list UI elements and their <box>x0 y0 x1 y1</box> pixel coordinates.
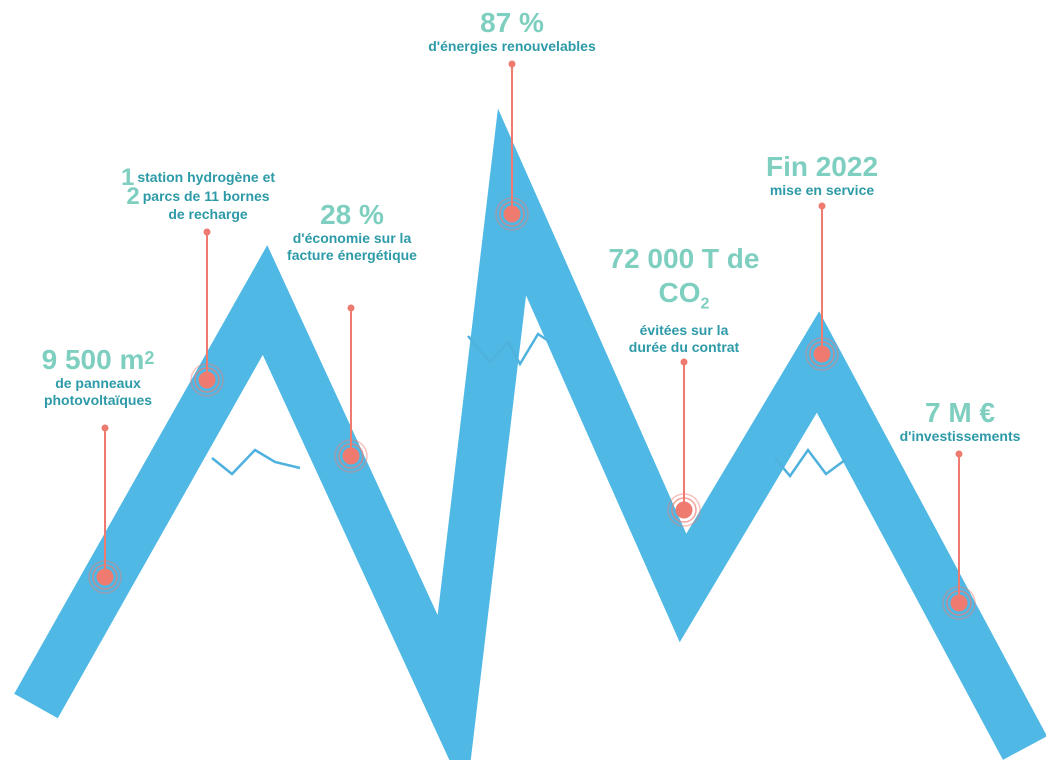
marker-service <box>805 202 839 371</box>
stat-renewables-value: 87 % <box>480 7 544 38</box>
stat-renewables-caption: d'énergies renouvelables <box>428 38 596 54</box>
stat-hydrogen-row-1: 1 station hydrogène et <box>108 164 288 191</box>
marker-investment <box>942 450 976 620</box>
stat-hydrogen-line-1: station hydrogène et <box>137 169 276 185</box>
stat-investment: 7 M € d'investissements <box>880 398 1040 445</box>
stat-co2-value-1: 72 000 T de <box>608 243 760 274</box>
stat-investment-value: 7 M € <box>924 397 996 428</box>
stat-service-value: Fin 2022 <box>765 151 879 182</box>
stat-hydrogen: 1 station hydrogène et 2 parcs de 11 bor… <box>108 164 288 223</box>
marker-co2 <box>667 358 701 527</box>
stat-hydrogen-row-2: 2 parcs de 11 bornes <box>108 183 288 210</box>
stat-co2-caption-2: durée du contrat <box>628 338 740 355</box>
ridge-line-3 <box>774 447 846 479</box>
stat-hydrogen-line-3: de recharge <box>168 206 248 222</box>
stat-hydrogen-n1: 1 <box>120 164 135 191</box>
stat-co2-caption-1: évitées sur la <box>639 321 729 338</box>
stat-investment-caption: d'investissements <box>899 428 1021 444</box>
marker-panels <box>88 424 122 594</box>
stat-co2-value-2: CO2 <box>658 277 710 313</box>
stat-service: Fin 2022 mise en service <box>732 152 912 199</box>
stat-panels-value: 9 500 m2 <box>41 344 155 375</box>
ridge-line-1 <box>211 448 301 476</box>
stat-hydrogen-line-2: parcs de 11 bornes <box>142 188 270 204</box>
stat-hydrogen-n2: 2 <box>126 183 140 210</box>
stat-panels: 9 500 m2 de panneaux photovoltaïques <box>8 345 188 409</box>
marker-savings <box>334 304 368 473</box>
marker-renewables <box>495 60 529 231</box>
ridge-line-2 <box>467 332 551 367</box>
stat-savings-value: 28 % <box>320 199 384 230</box>
stat-co2: 72 000 T de CO2 évitées sur la durée du … <box>584 244 784 356</box>
stat-savings-caption-2: facture énergétique <box>287 247 417 263</box>
mountain-band <box>14 108 1046 760</box>
stat-savings-caption-1: d'économie sur la <box>292 230 412 246</box>
stat-panels-caption-1: de panneaux <box>55 375 141 391</box>
stat-savings: 28 % d'économie sur la facture énergétiq… <box>262 200 442 264</box>
stat-panels-caption-2: photovoltaïques <box>43 392 153 408</box>
marker-hydrogen <box>190 228 224 397</box>
stat-renewables: 87 % d'énergies renouvelables <box>412 8 612 55</box>
stat-service-caption: mise en service <box>769 182 875 198</box>
